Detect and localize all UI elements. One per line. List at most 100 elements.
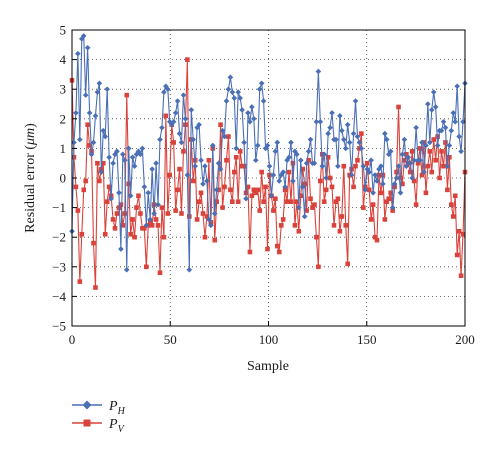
data-point-ph xyxy=(168,121,175,128)
data-point-ph xyxy=(145,190,152,196)
data-point-pv xyxy=(224,157,229,163)
data-point-ph xyxy=(159,124,165,131)
data-point-pv xyxy=(87,143,92,148)
data-point-ph xyxy=(256,86,263,92)
data-point-pv xyxy=(220,205,225,210)
data-point-pv xyxy=(97,178,102,184)
data-point-ph xyxy=(268,192,275,199)
data-point-pv xyxy=(390,208,395,213)
data-point-ph xyxy=(360,163,367,169)
data-point-pv xyxy=(386,196,392,202)
data-point-ph xyxy=(213,187,220,193)
data-point-ph xyxy=(393,175,400,181)
data-point-ph xyxy=(151,210,157,217)
data-point-pv xyxy=(400,181,405,187)
data-point-pv xyxy=(323,187,329,193)
data-point-pv xyxy=(415,160,421,166)
data-point-ph xyxy=(460,118,466,125)
data-point-ph xyxy=(172,110,179,116)
data-point-pv xyxy=(345,261,350,267)
data-point-ph xyxy=(299,184,306,190)
data-point-ph xyxy=(94,89,101,95)
data-point-ph xyxy=(370,190,376,196)
data-point-pv xyxy=(118,202,124,207)
data-point-pv xyxy=(378,190,384,196)
data-point-pv xyxy=(253,190,259,196)
data-point-pv xyxy=(198,190,204,196)
y-axis-title-unit: μm xyxy=(23,128,38,146)
data-point-pv xyxy=(314,234,319,240)
data-point-ph xyxy=(290,178,296,184)
data-point-pv xyxy=(235,199,241,204)
data-point-ph xyxy=(92,113,99,119)
data-point-pv xyxy=(429,169,435,175)
data-point-pv xyxy=(231,169,237,175)
data-point-ph xyxy=(423,142,429,149)
data-point-ph xyxy=(102,133,109,140)
data-point-pv xyxy=(382,217,388,222)
legend-label-ph-sub: H xyxy=(117,406,126,417)
data-point-ph xyxy=(137,151,144,158)
data-point-ph xyxy=(121,157,128,164)
data-point-ph xyxy=(270,172,277,178)
data-point-pv xyxy=(409,149,415,154)
data-point-pv xyxy=(230,199,235,204)
data-point-pv xyxy=(102,231,108,237)
data-point-ph xyxy=(303,160,310,166)
data-point-ph xyxy=(339,127,345,134)
data-point-ph xyxy=(104,86,110,92)
data-point-pv xyxy=(306,157,311,163)
data-point-pv xyxy=(110,217,116,222)
data-point-pv xyxy=(179,211,184,216)
data-point-ph xyxy=(292,148,298,155)
data-point-ph xyxy=(147,216,154,223)
data-point-pv xyxy=(214,199,219,204)
data-point-pv xyxy=(95,160,100,166)
y-tick-label: −2 xyxy=(52,230,66,245)
data-point-pv xyxy=(200,211,206,216)
data-point-pv xyxy=(171,140,176,145)
data-point-ph xyxy=(382,130,388,137)
y-tick-label: 4 xyxy=(60,52,67,67)
data-point-pv xyxy=(263,184,268,190)
data-point-ph xyxy=(141,184,148,190)
data-point-ph xyxy=(98,169,105,175)
data-point-pv xyxy=(396,104,401,110)
data-point-pv xyxy=(106,184,112,190)
data-point-ph xyxy=(165,86,171,92)
data-point-ph xyxy=(245,110,251,116)
data-point-pv xyxy=(259,169,264,175)
data-point-ph xyxy=(354,133,361,140)
data-point-ph xyxy=(274,139,281,146)
data-point-ph xyxy=(86,110,93,116)
data-point-pv xyxy=(402,157,407,163)
series-ph xyxy=(69,33,468,273)
data-point-ph xyxy=(192,163,198,169)
data-point-ph xyxy=(421,169,427,175)
legend-item-ph: PH xyxy=(72,399,126,417)
data-point-pv xyxy=(286,169,292,175)
data-point-pv xyxy=(284,199,290,204)
data-point-ph xyxy=(444,163,451,169)
data-point-ph xyxy=(170,118,177,125)
data-point-pv xyxy=(204,214,210,219)
data-point-pv xyxy=(114,211,120,216)
data-point-ph xyxy=(174,98,181,104)
data-point-pv xyxy=(355,157,360,163)
data-point-pv xyxy=(431,137,437,142)
data-point-ph xyxy=(411,157,417,164)
data-point-pv xyxy=(282,187,288,193)
y-tick-label: −4 xyxy=(52,289,66,304)
data-point-pv xyxy=(167,172,173,178)
data-point-pv xyxy=(228,187,233,193)
data-point-pv xyxy=(194,217,200,222)
data-point-pv xyxy=(83,178,88,184)
data-point-ph xyxy=(427,139,433,146)
data-point-pv xyxy=(411,178,417,184)
data-point-pv xyxy=(447,154,452,160)
data-point-ph xyxy=(198,157,204,164)
data-point-pv xyxy=(278,223,284,228)
data-point-pv xyxy=(296,228,302,234)
data-point-pv xyxy=(157,270,163,276)
